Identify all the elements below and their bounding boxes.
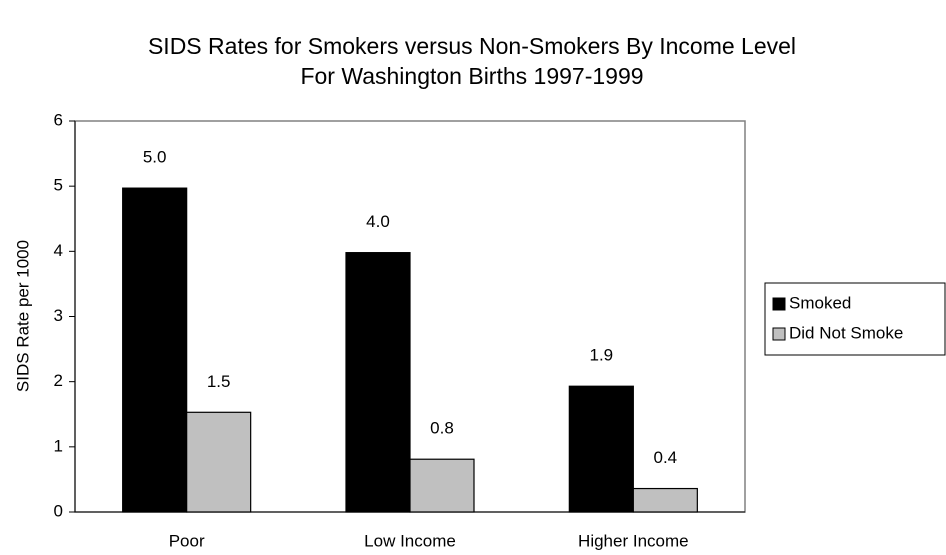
value-label: 1.9 [590, 346, 614, 365]
value-label: 1.5 [207, 372, 231, 391]
y-tick-label: 2 [54, 371, 63, 390]
bar [632, 487, 698, 513]
y-tick-label: 1 [54, 436, 63, 455]
y-axis-label: SIDS Rate per 1000 [13, 240, 32, 392]
value-label: 0.8 [430, 419, 454, 438]
chart-subtitle: For Washington Births 1997-1999 [300, 63, 643, 89]
value-label: 5.0 [143, 148, 167, 167]
legend-swatch [772, 297, 786, 311]
bar [122, 187, 188, 513]
y-tick-label: 5 [54, 176, 63, 195]
bar [345, 252, 411, 513]
legend-swatch [772, 327, 786, 341]
chart-title: SIDS Rates for Smokers versus Non-Smoker… [148, 33, 796, 59]
bar [409, 458, 475, 513]
x-tick-label: Higher Income [578, 531, 689, 550]
y-tick-label: 3 [54, 306, 63, 325]
legend-label: Smoked [789, 293, 851, 312]
value-label: 0.4 [654, 448, 678, 467]
y-tick-label: 4 [54, 241, 63, 260]
bar [568, 385, 634, 513]
legend-box [764, 282, 946, 356]
y-tick-label: 0 [54, 501, 63, 520]
x-tick-label: Poor [169, 531, 205, 550]
y-tick-label: 6 [54, 110, 63, 129]
bar [186, 411, 252, 513]
value-label: 4.0 [366, 212, 390, 231]
x-tick-label: Low Income [364, 531, 456, 550]
legend-label: Did Not Smoke [789, 323, 903, 342]
